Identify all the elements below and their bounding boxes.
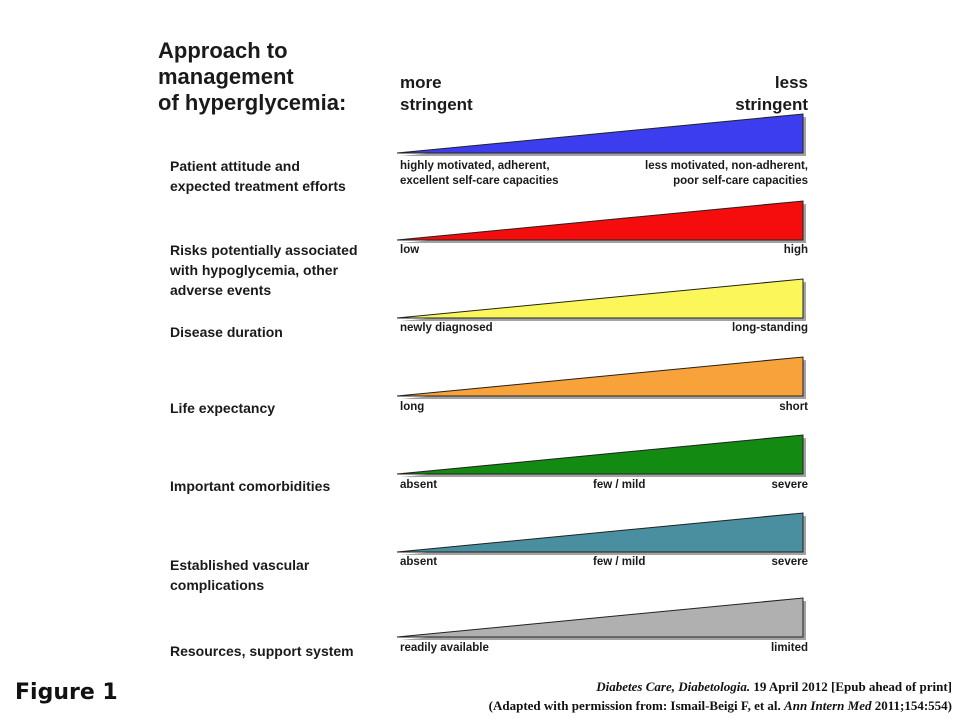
wedge-label-right-line: severe <box>771 556 808 568</box>
axis-left-line-2: stringent <box>400 95 473 114</box>
wedge-label-middle: few / mild <box>593 556 646 568</box>
wedge-label-right: severe <box>772 478 808 493</box>
title-line-1: Approach to management <box>158 38 294 89</box>
wedge-label-right: long-standing <box>732 321 808 336</box>
stringency-wedge <box>396 356 806 399</box>
wedge-label-right-line: long-standing <box>731 322 808 334</box>
wedge-label-left-line: excellent self-care capacities <box>400 175 559 187</box>
wedge-label-right: severe <box>772 555 808 570</box>
axis-right-line-1: less <box>774 73 808 92</box>
citation: Diabetes Care, Diabetologia. 19 April 20… <box>489 677 952 715</box>
factor-label-line: expected treatment efforts <box>170 178 346 194</box>
factor-label-line: Resources, support system <box>170 643 354 659</box>
wedge-label-left-line: absent <box>400 556 438 568</box>
wedge-triangle <box>396 200 804 241</box>
wedge-label-left: newly diagnosed <box>400 321 493 336</box>
factor-label: Patient attitude and expected treatment e… <box>170 156 385 196</box>
axis-left-line-1: more <box>400 73 442 92</box>
wedge-label-right-line: short <box>779 401 808 413</box>
axis-right-line-2: stringent <box>735 95 808 114</box>
wedge-label-right: high <box>784 243 808 258</box>
citation-line-1: Diabetes Care, Diabetologia. 19 April 20… <box>489 677 952 696</box>
wedge-label-right: short <box>779 400 808 415</box>
wedge-label-right-line: less motivated, non-adherent, <box>645 160 808 172</box>
factor-label-line: complications <box>170 577 265 593</box>
factor-label-line: Disease duration <box>170 324 283 340</box>
factor-label: Important comorbidities <box>170 476 385 496</box>
wedge-label-left-line: newly diagnosed <box>400 322 493 334</box>
stringency-wedge <box>396 113 806 156</box>
wedge-label-left-line: highly motivated, adherent, <box>400 160 550 172</box>
factor-label: Established vascular complications <box>170 555 385 595</box>
wedge-label-left: highly motivated, adherent, excellent sel… <box>400 159 559 189</box>
stringency-wedge <box>396 434 806 477</box>
wedge-label-left-line: long <box>400 401 425 413</box>
stringency-wedge <box>396 597 806 640</box>
wedge-label-left: low <box>400 243 419 258</box>
wedge-triangle <box>396 434 804 475</box>
factor-label-line: Risks potentially associated <box>170 242 358 258</box>
figure-label: Figure 1 <box>15 680 118 705</box>
wedge-triangle <box>396 356 804 397</box>
citation-line-2: (Adapted with permission from: Ismail-Be… <box>489 696 952 715</box>
factor-label-line: with hypoglycemia, other <box>170 262 339 278</box>
wedge-label-left: readily available <box>400 641 489 656</box>
axis-left-label: more stringent <box>400 72 520 116</box>
factor-label: Life expectancy <box>170 398 385 418</box>
citation-date: 19 April 2012 [Epub ahead of print] <box>750 679 952 694</box>
wedge-label-left: absent <box>400 555 437 570</box>
factor-label-line: adverse events <box>170 282 272 298</box>
wedge-label-left-line: readily available <box>400 642 489 654</box>
wedge-label-left: absent <box>400 478 437 493</box>
stringency-wedge <box>396 512 806 555</box>
citation-source-post: 2011;154:554) <box>871 698 952 713</box>
axis-right-label: less stringent <box>690 72 808 116</box>
factor-label-line: Life expectancy <box>170 400 276 416</box>
citation-journals: Diabetes Care, Diabetologia. <box>596 679 751 694</box>
wedge-triangle <box>396 113 804 154</box>
wedge-label-right-line: poor self-care capacities <box>673 175 808 187</box>
wedge-triangle <box>396 597 804 638</box>
factor-label-line: Established vascular <box>170 557 310 573</box>
title-line-2: of hyperglycemia: <box>158 90 347 115</box>
factor-label: Disease duration <box>170 322 385 342</box>
factor-label-line: Important comorbidities <box>170 478 331 494</box>
wedge-triangle <box>396 278 804 319</box>
citation-source-pre: (Adapted with permission from: Ismail-Be… <box>488 698 785 713</box>
wedge-label-left-line: low <box>400 244 420 256</box>
factor-label-line: Patient attitude and <box>170 158 300 174</box>
factor-label: Risks potentially associated with hypogly… <box>170 240 385 300</box>
citation-source-journal: Ann Intern Med <box>784 698 872 713</box>
wedge-label-middle: few / mild <box>593 479 646 491</box>
wedge-label-left: long <box>400 400 424 415</box>
wedge-label-right-line: high <box>783 244 808 256</box>
wedge-label-right: less motivated, non-adherent, poor self-c… <box>645 159 808 189</box>
stringency-wedge <box>396 278 806 321</box>
wedge-triangle <box>396 512 804 553</box>
factor-label: Resources, support system <box>170 641 385 661</box>
stringency-wedge <box>396 200 806 243</box>
diagram-title: Approach to management of hyperglycemia: <box>158 38 418 116</box>
wedge-label-right-line: limited <box>770 642 808 654</box>
wedge-label-right: limited <box>771 641 808 656</box>
wedge-label-left-line: absent <box>400 479 438 491</box>
wedge-label-right-line: severe <box>771 479 808 491</box>
